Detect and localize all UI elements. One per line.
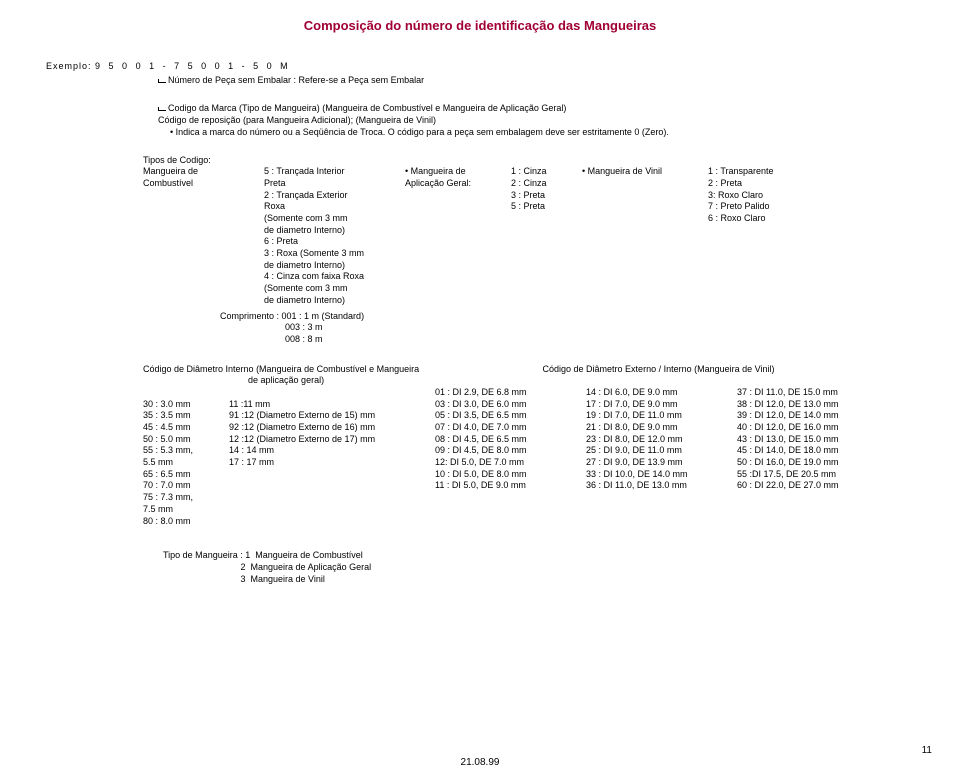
example-label: Exemplo: xyxy=(46,61,92,71)
page-number: 11 xyxy=(922,745,932,756)
codigo-header-1: Código de Diâmetro Interno (Mangueira de… xyxy=(143,364,429,387)
reference-lines: Número de Peça sem Embalar : Refere-se a… xyxy=(158,74,932,139)
example-line: Exemplo: 9 5 0 0 1 - 7 5 0 0 1 - 5 0 M xyxy=(46,61,932,71)
tipos-col-5: 1 : Transparente 2 : Preta 3: Roxo Claro… xyxy=(708,166,818,306)
codigo-header-2: Código de Diâmetro Externo / Interno (Ma… xyxy=(435,364,882,387)
ref-line-2b: Código de reposição (para Mangueira Adic… xyxy=(158,115,436,125)
tipos-col-2: • Mangueira de Aplicação Geral: xyxy=(405,166,505,306)
cc1: 11 :11 mm 91 :12 (Diametro Externo de 15… xyxy=(229,387,429,527)
tipos-col-4: • Mangueira de Vinil xyxy=(582,166,702,306)
tipos-col-0: Mangueira de Combustível xyxy=(143,166,258,306)
page-title: Composição do número de identificação da… xyxy=(28,18,932,33)
ref-line-2c: Indica a marca do número ou a Seqüência … xyxy=(176,127,669,137)
codigo-diametro-block: Código de Diâmetro Interno (Mangueira de… xyxy=(143,364,932,528)
cc3: 14 : DI 6.0, DE 9.0 mm 17 : DI 7.0, DE 9… xyxy=(586,387,731,527)
cc2: 01 : DI 2.9, DE 6.8 mm 03 : DI 3.0, DE 6… xyxy=(435,387,580,527)
ref-line-2: Codigo da Marca (Tipo de Mangueira) (Man… xyxy=(168,103,566,113)
ref-line-1: Número de Peça sem Embalar : Refere-se a… xyxy=(168,75,424,85)
example-digits: 9 5 0 0 1 - 7 5 0 0 1 - 5 0 M xyxy=(95,61,291,71)
cc4: 37 : DI 11.0, DE 15.0 mm 38 : DI 12.0, D… xyxy=(737,387,882,527)
tipos-col-1: 5 : Trançada Interior Preta 2 : Trançada… xyxy=(264,166,399,306)
footer-date: 21.08.99 xyxy=(461,757,500,768)
tipos-header: Tipos de Codigo: xyxy=(143,155,932,167)
cc0: 30 : 3.0 mm 35 : 3.5 mm 45 : 4.5 mm 50 :… xyxy=(143,387,223,527)
tipos-col-3: 1 : Cinza 2 : Cinza 3 : Preta 5 : Preta xyxy=(511,166,576,306)
comprimento-block: Comprimento : 001 : 1 m (Standard) 003 :… xyxy=(220,311,932,346)
tipos-codigo-block: Tipos de Codigo: Mangueira de Combustíve… xyxy=(143,155,932,346)
tipo-mangueira-block: Tipo de Mangueira : 1 Mangueira de Combu… xyxy=(163,549,932,585)
